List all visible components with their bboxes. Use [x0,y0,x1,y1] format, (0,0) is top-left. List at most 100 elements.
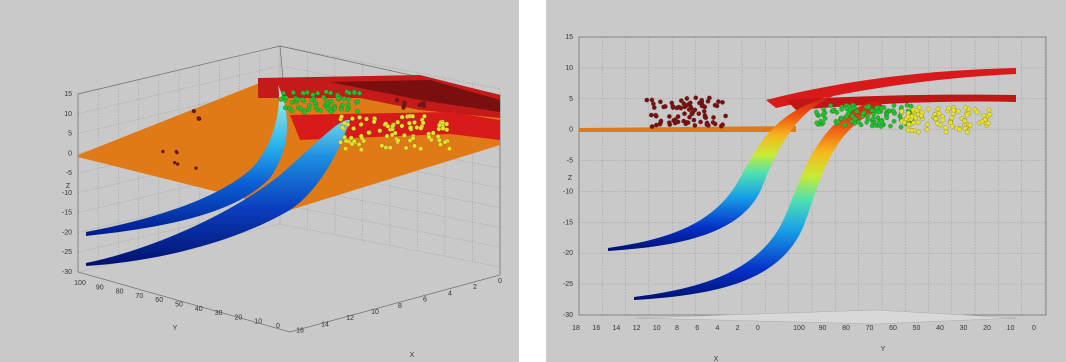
green-point [875,109,881,115]
dark-red-point [681,101,687,106]
dark-red-point [712,102,718,108]
y-axis-label: Y [881,346,886,353]
yellow-point [899,108,904,114]
green-point [323,89,329,95]
yellow-point [420,120,426,126]
yellow-point [383,121,389,127]
green-point [346,90,352,96]
green-point [884,115,890,121]
x-tick-label: 10 [371,309,379,316]
y-tick-label: 30 [960,325,968,332]
x-tick-label: 6 [695,325,699,332]
yellow-point [399,123,405,129]
green-point [325,106,331,111]
green-point [854,109,860,114]
x-tick-label: 12 [633,325,641,332]
dark-red-point [667,114,672,119]
y-tick-label: 50 [175,302,183,309]
green-point [352,90,357,96]
dark-red-point [649,112,654,118]
dark-red-point [174,149,178,154]
yellow-point [407,125,413,131]
dark-red-point [652,105,657,110]
z-tick-label: 5 [68,131,72,138]
yellow-point [934,121,940,126]
dark-red-point [658,120,663,126]
x-tick-label: 18 [572,325,580,332]
dark-red-point [706,123,711,128]
dark-red-point [669,100,675,106]
dark-red-point [693,95,699,101]
green-point [844,106,850,112]
left-point-clusters [161,89,452,170]
dark-red-point [705,99,711,104]
z-tick-label: -30 [62,269,72,276]
z-tick-label: -10 [563,188,573,195]
green-point [307,103,312,108]
yellow-point [964,112,970,118]
yellow-point [395,119,401,125]
green-point [834,110,840,115]
yellow-point [349,141,355,147]
yellow-point [350,116,355,121]
yellow-point [390,123,396,129]
z-tick-label: 0 [569,127,573,134]
y-tick-label: 60 [889,325,897,332]
y-tick-label: 0 [1032,325,1036,332]
green-point [891,103,897,108]
green-point [304,90,310,95]
yellow-point [402,133,407,138]
z-tick-label: -25 [563,281,573,288]
yellow-point [943,125,949,130]
green-point [839,115,844,121]
yellow-point [956,108,961,114]
yellow-point [384,133,390,139]
dark-red-point [720,100,725,105]
green-point [290,90,296,95]
yellow-point [358,147,364,153]
x-tick-label: 14 [321,321,329,328]
green-point [842,122,848,128]
green-point [328,90,333,96]
yellow-point [403,145,409,151]
z-tick-label: 0 [68,150,72,157]
yellow-point [987,112,993,117]
right-point-clusters [644,95,993,135]
yellow-point [974,109,980,115]
dark-red-point [175,162,180,166]
dark-red-point [691,117,697,123]
yellow-point [925,106,931,112]
green-point [821,111,827,116]
yellow-point [436,126,442,132]
dark-red-point [699,103,705,109]
x-axis-label: X [410,352,415,359]
z-tick-label: -25 [62,249,72,256]
dark-red-point [672,120,678,126]
jet-sheet-left [608,95,836,251]
yellow-point [967,122,973,128]
dark-red-point [716,99,721,104]
right-surfaces [579,68,1017,325]
green-point [852,120,858,126]
yellow-point [387,145,393,151]
dark-red-point [663,104,668,109]
yellow-point [918,113,924,118]
green-point [835,119,841,125]
y-tick-label: 20 [983,325,991,332]
yellow-point [916,105,922,110]
yellow-point [412,120,417,125]
green-point [865,113,871,118]
dark-red-point [644,97,650,103]
yellow-point [395,138,401,143]
green-point [860,111,866,117]
x-tick-label: 4 [715,325,719,332]
green-point [818,118,824,124]
dark-red-point [649,97,655,103]
yellow-point [356,142,362,147]
dark-red-point [723,113,728,119]
yellow-point [906,122,912,127]
yellow-point [981,113,987,118]
dark-red-point [682,111,687,117]
yellow-point [338,140,343,145]
